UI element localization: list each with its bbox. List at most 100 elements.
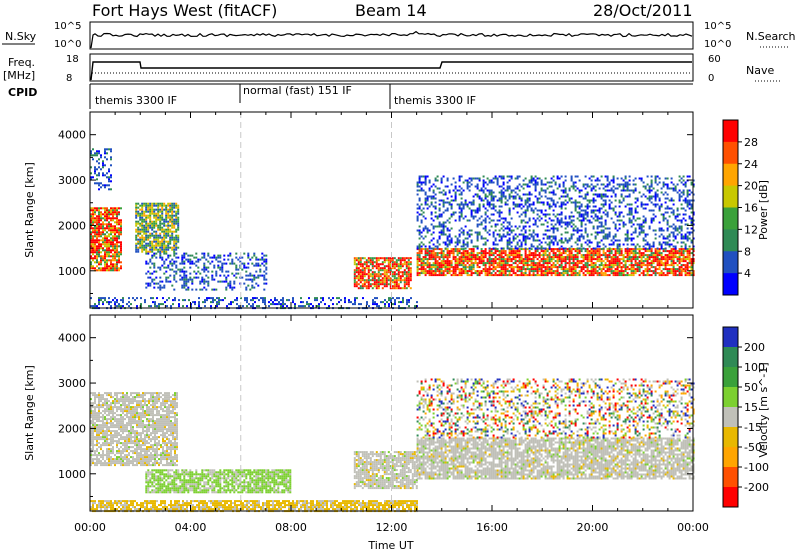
- power-pixel: [579, 202, 581, 204]
- power-pixel: [149, 243, 151, 245]
- power-pixel: [589, 206, 591, 208]
- power-pixel: [410, 261, 412, 263]
- power-pixel: [547, 226, 549, 228]
- power-pixel: [531, 258, 533, 260]
- power-pixel: [402, 279, 404, 281]
- power-pixel: [394, 277, 396, 279]
- power-pixel: [455, 260, 457, 262]
- power-pixel: [569, 258, 571, 260]
- power-pixel: [487, 232, 489, 234]
- power-pixel: [139, 247, 141, 249]
- power-pixel: [639, 232, 641, 234]
- power-pixel: [641, 266, 643, 268]
- power-pixel: [661, 214, 663, 216]
- power-pixel: [511, 270, 513, 272]
- power-pixel: [641, 256, 643, 258]
- power-pixel: [623, 184, 625, 186]
- power-pixel: [473, 262, 475, 264]
- power-pixel: [533, 204, 535, 206]
- power-pixel: [433, 272, 435, 274]
- power-pixel: [423, 258, 425, 260]
- power-pixel: [155, 231, 157, 233]
- power-pixel: [503, 222, 505, 224]
- power-pixel: [98, 221, 100, 223]
- power-pixel: [577, 188, 579, 190]
- power-pixel: [118, 231, 120, 233]
- power-pixel: [535, 184, 537, 186]
- power-pixel: [641, 178, 643, 180]
- power-pixel: [135, 223, 137, 225]
- power-pixel: [163, 249, 165, 251]
- power-pixel: [477, 234, 479, 236]
- power-pixel: [665, 184, 667, 186]
- power-pixel: [625, 224, 627, 226]
- power-pixel: [553, 190, 555, 192]
- power-pixel: [161, 257, 163, 259]
- power-pixel: [611, 258, 613, 260]
- power-pixel: [495, 176, 497, 178]
- power-pixel: [463, 230, 465, 232]
- power-pixel: [153, 283, 155, 285]
- power-pixel: [629, 264, 631, 266]
- power-pixel: [623, 188, 625, 190]
- power-pixel: [683, 192, 685, 194]
- power-pixel: [565, 258, 567, 260]
- power-pixel: [114, 211, 116, 213]
- power-pixel: [619, 270, 621, 272]
- power-pixel: [517, 206, 519, 208]
- power-pixel: [593, 274, 595, 276]
- power-pixel: [607, 268, 609, 270]
- power-pixel: [627, 190, 629, 192]
- power-pixel: [372, 259, 374, 261]
- power-pixel: [493, 264, 495, 266]
- power-pixel: [505, 272, 507, 274]
- power-pixel: [114, 239, 116, 241]
- power-pixel: [451, 200, 453, 202]
- power-pixel: [645, 244, 647, 246]
- power-pixel: [609, 270, 611, 272]
- power-pixel: [541, 182, 543, 184]
- power-pixel: [623, 270, 625, 272]
- power-pixel: [501, 248, 503, 250]
- power-pixel: [545, 260, 547, 262]
- power-pixel: [683, 236, 685, 238]
- power-pixel: [675, 254, 677, 256]
- power-pixel: [135, 251, 137, 253]
- power-pixel: [483, 206, 485, 208]
- power-pixel: [595, 270, 597, 272]
- power-pixel: [629, 194, 631, 196]
- power-pixel: [631, 210, 633, 212]
- power-pixel: [495, 262, 497, 264]
- power-pixel: [110, 217, 112, 219]
- power-pixel: [611, 218, 613, 220]
- power-pixel: [112, 245, 114, 247]
- power-pixel: [499, 250, 501, 252]
- power-pixel: [175, 265, 177, 267]
- power-pixel: [362, 267, 364, 269]
- power-pixel: [163, 261, 165, 263]
- power-pixel: [475, 254, 477, 256]
- power-pixel: [585, 266, 587, 268]
- power-pixel: [611, 266, 613, 268]
- power-pixel: [677, 264, 679, 266]
- power-pixel: [519, 266, 521, 268]
- power-pixel: [463, 256, 465, 258]
- power-pixel: [475, 232, 477, 234]
- power-pixel: [579, 240, 581, 242]
- power-pixel: [515, 266, 517, 268]
- power-pixel: [549, 192, 551, 194]
- power-pixel: [519, 234, 521, 236]
- power-pixel: [392, 273, 394, 275]
- power-pixel: [653, 244, 655, 246]
- power-pixel: [507, 258, 509, 260]
- power-pixel: [493, 274, 495, 276]
- power-pixel: [149, 215, 151, 217]
- power-pixel: [431, 274, 433, 276]
- power-pixel: [116, 255, 118, 257]
- power-pixel: [155, 283, 157, 285]
- power-pixel: [595, 180, 597, 182]
- power-pixel: [141, 239, 143, 241]
- power-pixel: [171, 231, 173, 233]
- power-pixel: [629, 258, 631, 260]
- power-pixel: [159, 243, 161, 245]
